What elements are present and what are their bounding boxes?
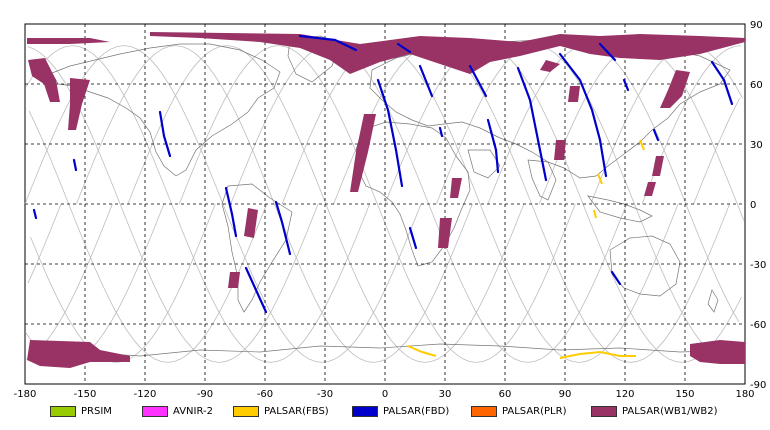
fbs-coverage	[407, 139, 645, 359]
legend-item-plr: PALSAR(PLR)	[471, 403, 566, 419]
longitude-tick-label: -30	[317, 389, 333, 400]
legend-swatch	[233, 405, 259, 417]
longitude-tick-label: 30	[439, 389, 452, 400]
coverage-map: -180 -150 -120 -90 -60 -30 0 30 60 90 120 150 180 90…	[14, 20, 767, 400]
longitude-tick-label: -180	[14, 389, 37, 400]
latitude-tick-label: 30	[750, 140, 763, 151]
longitude-tick-label: 120	[615, 389, 634, 400]
fbd-coverage	[32, 34, 734, 314]
longitude-labels: -180 -150 -120 -90 -60 -30 0 30 60 90 120 150 180	[14, 389, 755, 400]
longitude-tick-label: 180	[735, 389, 754, 400]
orbit-track	[178, 45, 576, 363]
latitude-labels: 90 60 30 0 -30 -60 -90	[750, 20, 766, 391]
latitude-tick-label: -30	[750, 260, 766, 271]
graticule	[25, 24, 745, 384]
longitude-tick-label: 60	[499, 389, 512, 400]
legend: PRSIM AVNIR-2 PALSAR(FBS) PALSAR(FBD) PA…	[0, 400, 770, 422]
latitude-tick-label: 0	[750, 200, 756, 211]
orbit-track	[76, 45, 473, 363]
longitude-tick-label: 0	[382, 389, 388, 400]
legend-item-fbs: PALSAR(FBS)	[233, 403, 329, 419]
legend-label: PALSAR(FBS)	[264, 405, 329, 417]
legend-item-prsim: PRSIM	[50, 403, 112, 419]
latitude-tick-label: 90	[750, 20, 763, 31]
wb-coverage	[27, 32, 745, 368]
legend-swatch	[142, 405, 168, 417]
legend-swatch	[352, 405, 378, 417]
longitude-tick-label: -150	[74, 389, 97, 400]
latitude-tick-label: -60	[750, 320, 766, 331]
legend-swatch	[50, 405, 76, 417]
legend-item-fbd: PALSAR(FBD)	[352, 403, 449, 419]
longitude-tick-label: -90	[197, 389, 213, 400]
legend-label: PALSAR(FBD)	[383, 405, 450, 417]
legend-swatch	[591, 405, 617, 417]
legend-label: PRSIM	[81, 405, 112, 417]
longitude-tick-label: -120	[134, 389, 157, 400]
legend-label: PALSAR(WB1/WB2)	[622, 405, 718, 417]
legend-label: AVNIR-2	[173, 405, 213, 417]
legend-label: PALSAR(PLR)	[502, 405, 567, 417]
legend-swatch	[471, 405, 497, 417]
legend-item-wb: PALSAR(WB1/WB2)	[591, 403, 718, 419]
latitude-tick-label: -90	[750, 380, 766, 391]
longitude-tick-label: 150	[675, 389, 694, 400]
legend-item-avnir2: AVNIR-2	[142, 403, 213, 419]
orbit-track	[26, 45, 741, 363]
longitude-tick-label: 90	[559, 389, 572, 400]
latitude-tick-label: 60	[750, 80, 763, 91]
longitude-tick-label: -60	[257, 389, 273, 400]
